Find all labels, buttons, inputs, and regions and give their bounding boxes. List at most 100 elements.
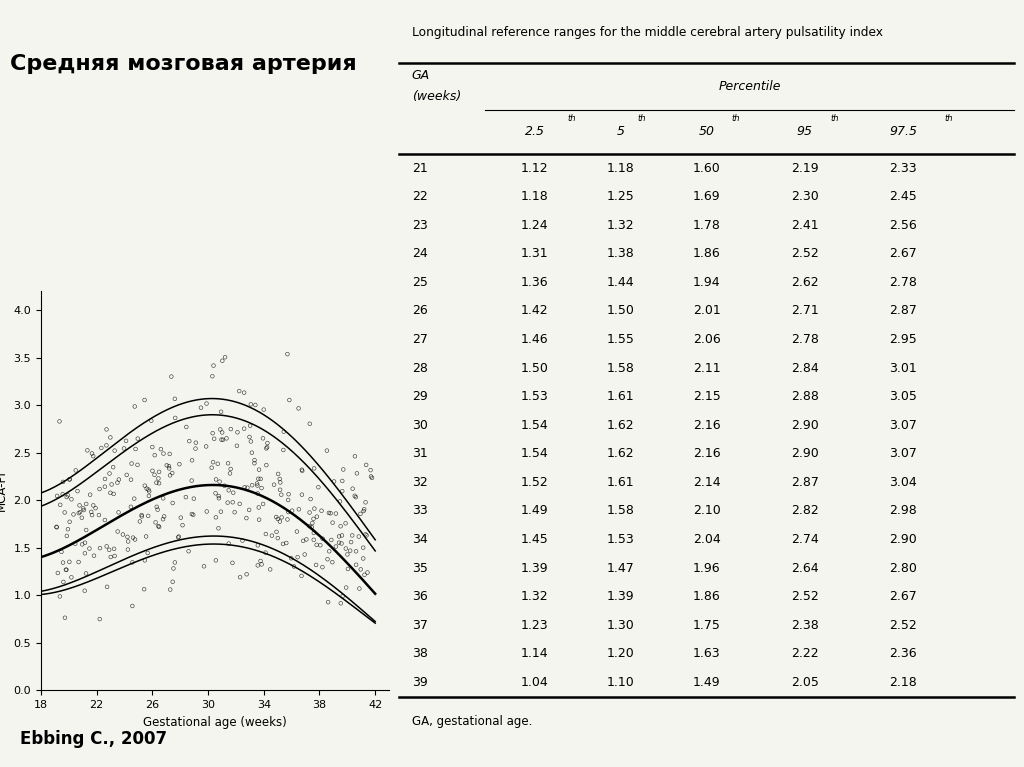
Point [283, 552, 299, 565]
Point [272, 476, 289, 489]
Point [148, 476, 165, 489]
Point [249, 477, 265, 489]
Point [198, 440, 214, 453]
Point [294, 465, 310, 477]
Point [84, 509, 100, 522]
Point [306, 463, 323, 475]
Point [210, 458, 226, 470]
Point [293, 570, 309, 582]
Point [208, 511, 224, 523]
Point [144, 441, 161, 453]
Text: 2.45: 2.45 [889, 190, 918, 203]
Point [239, 568, 255, 581]
Text: 32: 32 [412, 476, 427, 489]
Point [332, 495, 348, 508]
Point [146, 469, 163, 481]
Point [347, 491, 364, 503]
Text: 2.90: 2.90 [791, 419, 819, 432]
Point [104, 461, 121, 473]
Point [59, 489, 76, 502]
Point [291, 503, 307, 515]
Point [255, 498, 271, 510]
Point [268, 525, 285, 538]
Point [143, 414, 160, 426]
Point [308, 538, 325, 551]
Point [156, 447, 172, 459]
Point [58, 491, 75, 503]
Text: 1.18: 1.18 [520, 190, 549, 203]
Text: 97.5: 97.5 [889, 126, 918, 138]
Text: 1.42: 1.42 [521, 304, 548, 318]
Text: 1.52: 1.52 [520, 476, 549, 489]
Point [308, 511, 325, 523]
Text: 2.74: 2.74 [791, 533, 819, 546]
Point [334, 529, 350, 542]
Point [352, 563, 369, 575]
Text: 1.61: 1.61 [607, 476, 634, 489]
Text: 1.54: 1.54 [520, 419, 549, 432]
Text: 25: 25 [412, 276, 428, 289]
Text: 3.07: 3.07 [889, 419, 918, 432]
Text: 1.53: 1.53 [606, 533, 635, 546]
Point [256, 403, 272, 416]
Point [57, 564, 74, 576]
Point [105, 543, 122, 555]
Point [163, 370, 179, 383]
Point [281, 488, 297, 500]
Point [328, 508, 344, 520]
Point [347, 450, 364, 463]
Point [133, 510, 150, 522]
Point [184, 454, 201, 466]
Point [218, 433, 234, 445]
Point [359, 566, 376, 578]
Point [352, 508, 369, 520]
Text: 1.53: 1.53 [520, 390, 549, 403]
Point [349, 467, 366, 479]
Text: 1.86: 1.86 [692, 590, 721, 603]
Point [75, 502, 91, 515]
Point [193, 402, 209, 414]
Point [138, 530, 155, 542]
Text: 1.30: 1.30 [606, 619, 635, 632]
Text: 1.04: 1.04 [520, 676, 549, 689]
Point [275, 426, 292, 438]
Text: 2.06: 2.06 [692, 333, 721, 346]
Point [286, 561, 302, 573]
Point [279, 537, 295, 549]
Point [146, 449, 163, 461]
Point [102, 486, 119, 499]
Point [81, 542, 97, 555]
Point [298, 533, 314, 545]
Text: 31: 31 [412, 447, 427, 460]
Point [258, 443, 274, 455]
Point [302, 418, 318, 430]
Text: 1.94: 1.94 [693, 276, 720, 289]
Point [92, 542, 109, 555]
Point [273, 489, 290, 501]
Point [67, 538, 83, 550]
Point [253, 472, 269, 485]
Point [355, 542, 372, 554]
Point [55, 476, 72, 488]
Point [344, 529, 360, 542]
Point [304, 517, 321, 529]
Text: 2.88: 2.88 [791, 390, 819, 403]
Point [252, 555, 268, 567]
Point [103, 479, 120, 491]
Point [147, 516, 164, 528]
Point [141, 486, 158, 498]
Point [165, 497, 181, 509]
Point [205, 360, 221, 372]
Point [220, 457, 237, 469]
Point [356, 503, 373, 515]
Point [124, 457, 140, 469]
Point [225, 486, 242, 499]
Point [55, 576, 72, 588]
Point [204, 462, 220, 474]
Point [111, 473, 127, 486]
Point [231, 571, 248, 584]
Point [180, 545, 197, 558]
Point [242, 431, 258, 443]
Point [105, 488, 122, 500]
Point [71, 507, 87, 519]
